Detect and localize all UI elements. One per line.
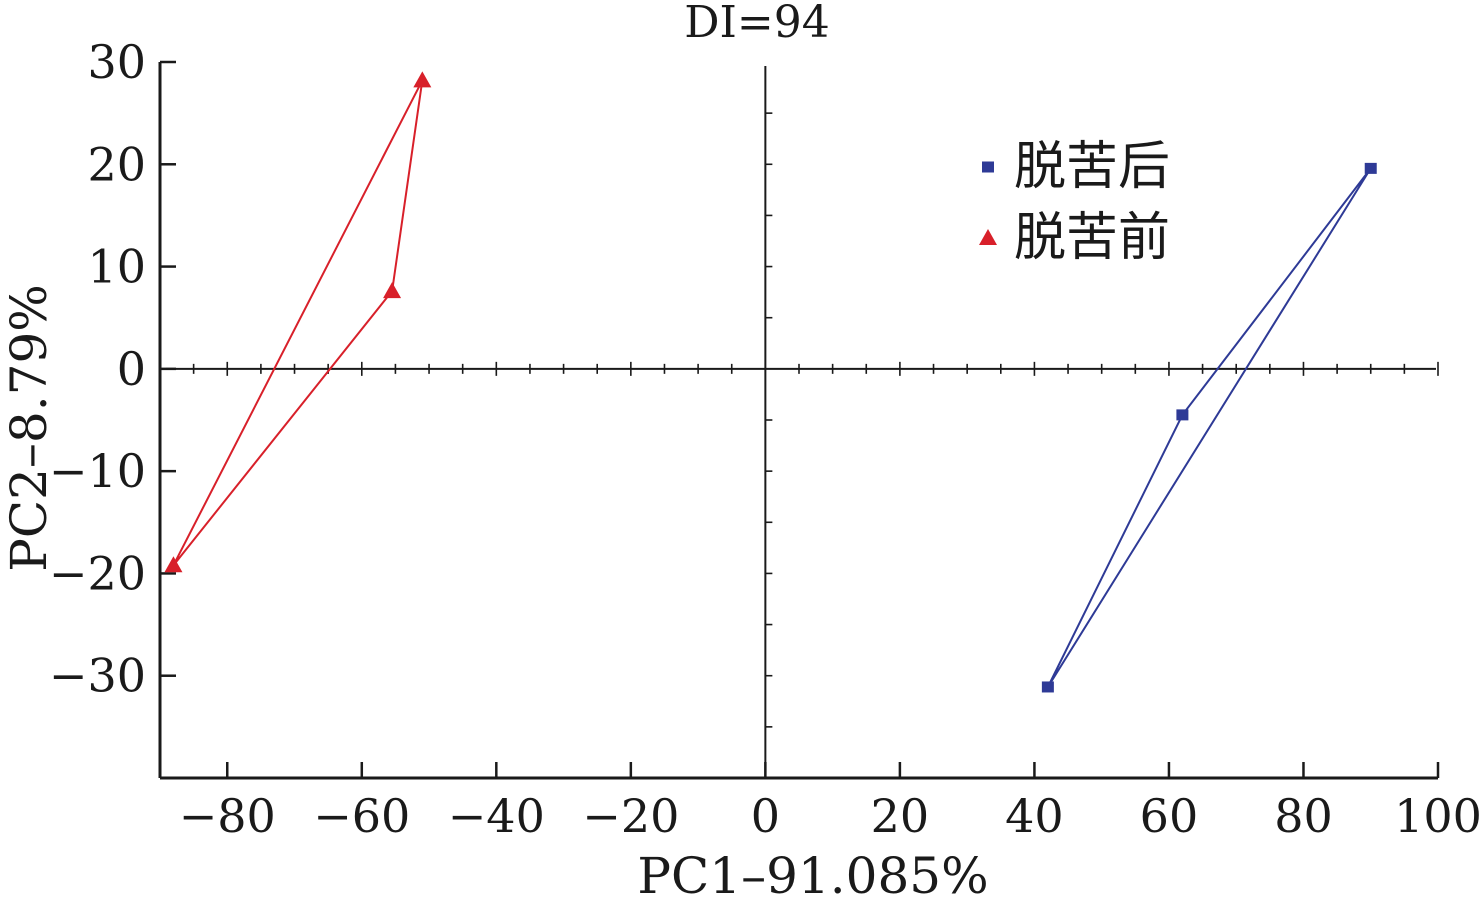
- y-tick-label: −30: [49, 649, 146, 703]
- x-tick-label: 60: [1140, 789, 1199, 843]
- triangle-marker: [413, 71, 432, 88]
- triangle-marker: [383, 282, 402, 299]
- y-tick-label: −20: [49, 546, 146, 600]
- x-tick-label: 100: [1394, 789, 1482, 843]
- x-tick-label: 80: [1274, 789, 1333, 843]
- chart-title: DI=94: [684, 0, 830, 48]
- y-tick-label: 10: [87, 240, 146, 294]
- legend-label: 脱苦前: [1014, 208, 1170, 268]
- triangle-marker: [164, 556, 183, 573]
- x-axis-label: PC1–91.085%: [637, 847, 988, 897]
- square-marker: [1176, 409, 1189, 421]
- y-tick-label: 30: [87, 35, 146, 89]
- x-tick-label: −20: [582, 789, 679, 843]
- y-tick-label: 20: [87, 137, 146, 191]
- legend-triangle-icon: [979, 229, 997, 245]
- x-tick-label: 40: [1005, 789, 1064, 843]
- series-outline-1: [1047, 167, 1372, 688]
- x-tick-label: −40: [448, 789, 545, 843]
- y-axis-label: PC2–8.79%: [0, 284, 58, 572]
- series-outline-2: [172, 79, 424, 566]
- x-tick-label: −80: [179, 789, 276, 843]
- y-tick-label: −10: [49, 444, 146, 498]
- legend-label: 脱苦后: [1014, 137, 1170, 197]
- legend-square-icon: [982, 161, 994, 173]
- x-tick-label: −60: [313, 789, 410, 843]
- square-marker: [1364, 162, 1377, 174]
- data-series: [164, 71, 1377, 693]
- axes: −30 −20 −10 0 10 20 30 −80 −60 −40 −20 0 20 40 60 80 100: [49, 35, 1482, 843]
- x-tick-label: 20: [871, 789, 930, 843]
- square-marker: [1041, 681, 1054, 693]
- y-tick-label: 0: [117, 342, 146, 396]
- x-tick-label: 0: [751, 789, 780, 843]
